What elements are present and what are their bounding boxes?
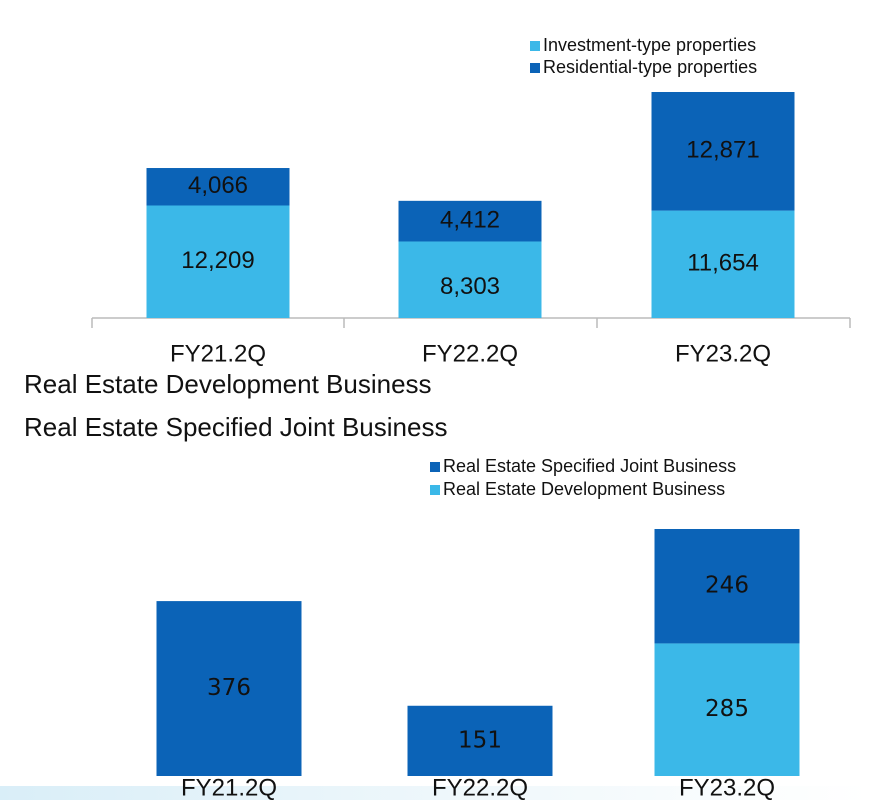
legend-swatch: [430, 485, 440, 495]
value-label: 4,066: [188, 172, 248, 199]
value-label: 151: [458, 727, 502, 753]
bar-segment: [146, 205, 290, 318]
legend-label: Real Estate Development Business: [443, 479, 725, 499]
bar-segment: [146, 168, 290, 206]
legend-label: Real Estate Specified Joint Business: [443, 456, 736, 476]
legend-label: Investment-type properties: [543, 35, 756, 55]
legend-swatch: [530, 41, 540, 51]
bar-segment: [651, 92, 795, 211]
legend-swatch: [530, 63, 540, 73]
x-tick-label: FY23.2Q: [675, 340, 771, 367]
value-label: 285: [705, 696, 749, 722]
legend-swatch: [430, 462, 440, 472]
value-label: 12,209: [181, 247, 254, 274]
bar-segment: [654, 529, 800, 644]
bar-segment: [654, 643, 800, 776]
x-tick-label: FY21.2Q: [170, 340, 266, 367]
heading: Real Estate Development Business: [24, 369, 432, 399]
heading: Real Estate Specified Joint Business: [24, 412, 447, 442]
value-label: 8,303: [440, 273, 500, 300]
value-label: 4,412: [440, 207, 500, 234]
x-tick-label: FY23.2Q: [679, 774, 775, 800]
x-tick-label: FY22.2Q: [422, 340, 518, 367]
bar-segment: [651, 210, 795, 318]
x-tick-label: FY21.2Q: [181, 774, 277, 800]
bar-segment: [156, 601, 302, 776]
value-label: 11,654: [687, 250, 759, 277]
bar-segment: [398, 241, 542, 318]
value-label: 12,871: [686, 137, 759, 164]
bar-segment: [398, 200, 542, 242]
value-label: 376: [207, 675, 251, 701]
value-label: 246: [705, 573, 749, 599]
bar-segment: [407, 705, 553, 776]
x-tick-label: FY22.2Q: [432, 774, 528, 800]
footer-band: [0, 786, 869, 800]
legend-label: Residential-type properties: [543, 57, 757, 77]
